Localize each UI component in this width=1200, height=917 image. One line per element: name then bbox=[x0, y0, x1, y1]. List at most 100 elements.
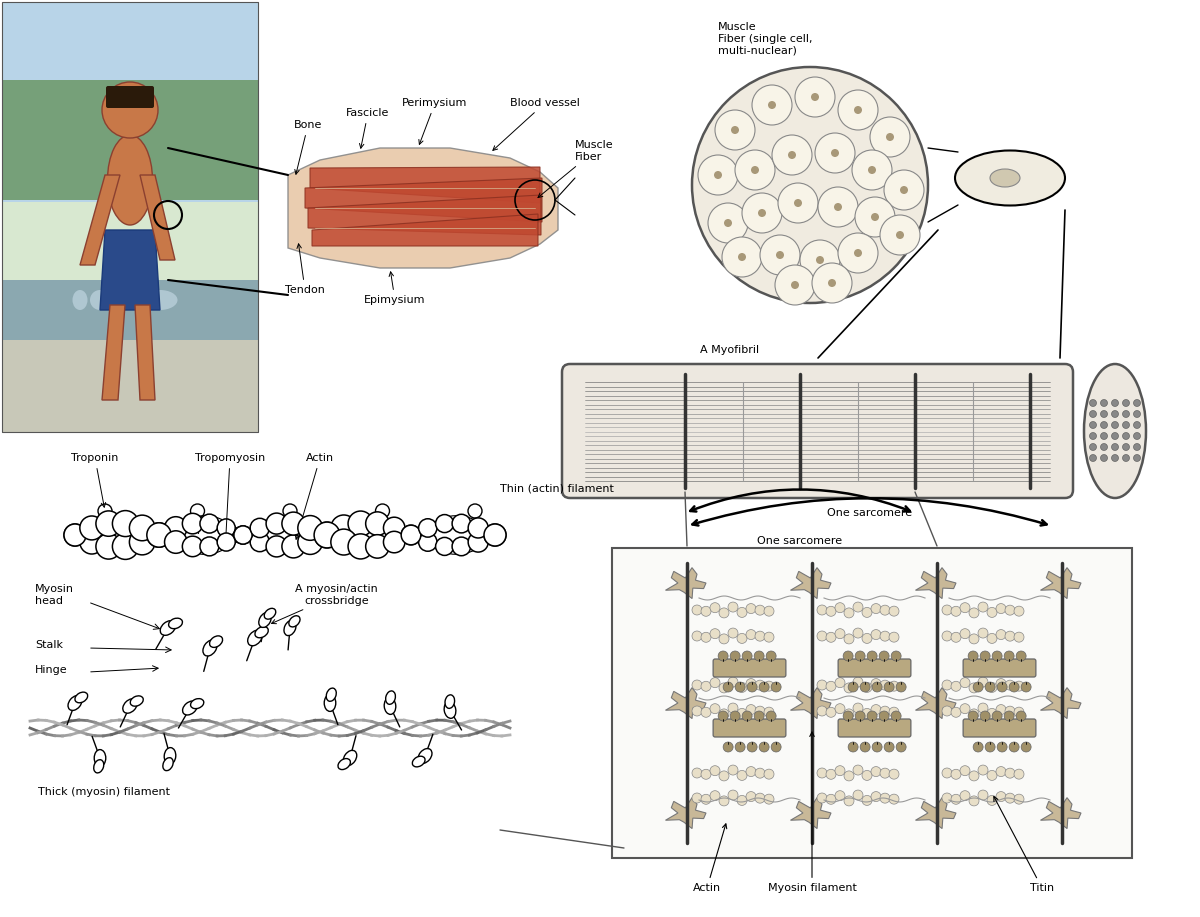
Circle shape bbox=[701, 606, 712, 616]
Text: Thick (myosin) filament: Thick (myosin) filament bbox=[38, 787, 170, 797]
Circle shape bbox=[754, 711, 764, 721]
Circle shape bbox=[766, 651, 776, 661]
Circle shape bbox=[844, 651, 853, 661]
Circle shape bbox=[764, 681, 774, 691]
Circle shape bbox=[844, 683, 854, 693]
Ellipse shape bbox=[95, 749, 106, 767]
Circle shape bbox=[146, 523, 172, 547]
Circle shape bbox=[1134, 400, 1140, 406]
Circle shape bbox=[853, 703, 863, 713]
Ellipse shape bbox=[108, 290, 132, 310]
Circle shape bbox=[746, 704, 756, 714]
Circle shape bbox=[710, 766, 720, 776]
Circle shape bbox=[817, 680, 827, 690]
Circle shape bbox=[191, 504, 204, 518]
Circle shape bbox=[968, 711, 978, 721]
Circle shape bbox=[1090, 433, 1097, 439]
Circle shape bbox=[1122, 400, 1129, 406]
Circle shape bbox=[871, 791, 881, 801]
Circle shape bbox=[988, 682, 997, 692]
Circle shape bbox=[719, 709, 730, 719]
Circle shape bbox=[826, 606, 836, 616]
Circle shape bbox=[1111, 455, 1118, 461]
Circle shape bbox=[872, 682, 882, 692]
Ellipse shape bbox=[284, 621, 296, 635]
Circle shape bbox=[746, 603, 756, 613]
Circle shape bbox=[737, 770, 748, 780]
Circle shape bbox=[978, 602, 988, 612]
Circle shape bbox=[746, 767, 756, 777]
Circle shape bbox=[742, 711, 752, 721]
Circle shape bbox=[853, 790, 863, 800]
Circle shape bbox=[200, 537, 218, 556]
Circle shape bbox=[1100, 433, 1108, 439]
Circle shape bbox=[988, 607, 997, 617]
Ellipse shape bbox=[131, 696, 143, 706]
Ellipse shape bbox=[990, 169, 1020, 187]
FancyBboxPatch shape bbox=[106, 86, 154, 108]
Circle shape bbox=[778, 183, 818, 223]
Text: Stalk: Stalk bbox=[35, 640, 64, 650]
Circle shape bbox=[1090, 411, 1097, 417]
Circle shape bbox=[960, 629, 970, 638]
Ellipse shape bbox=[161, 621, 175, 635]
Circle shape bbox=[868, 651, 877, 661]
Circle shape bbox=[996, 603, 1006, 613]
Polygon shape bbox=[791, 798, 832, 829]
Ellipse shape bbox=[90, 290, 110, 310]
Circle shape bbox=[719, 608, 730, 618]
Polygon shape bbox=[916, 688, 956, 719]
Circle shape bbox=[746, 630, 756, 639]
Circle shape bbox=[755, 768, 766, 779]
Circle shape bbox=[871, 704, 881, 714]
Circle shape bbox=[754, 651, 764, 661]
Circle shape bbox=[848, 742, 858, 752]
Ellipse shape bbox=[122, 699, 137, 713]
Circle shape bbox=[742, 651, 752, 661]
Text: Muscle
Fiber: Muscle Fiber bbox=[538, 140, 613, 197]
Circle shape bbox=[844, 796, 854, 806]
Polygon shape bbox=[305, 178, 542, 222]
Ellipse shape bbox=[413, 757, 425, 767]
Circle shape bbox=[835, 678, 845, 688]
Ellipse shape bbox=[444, 702, 456, 718]
Circle shape bbox=[880, 711, 889, 721]
Circle shape bbox=[1134, 444, 1140, 450]
Circle shape bbox=[760, 682, 769, 692]
Circle shape bbox=[992, 651, 1002, 661]
Ellipse shape bbox=[72, 290, 88, 310]
Circle shape bbox=[835, 766, 845, 776]
Circle shape bbox=[755, 631, 766, 641]
Circle shape bbox=[1006, 793, 1015, 803]
Circle shape bbox=[701, 794, 712, 804]
Ellipse shape bbox=[343, 750, 356, 766]
Circle shape bbox=[419, 533, 437, 551]
Polygon shape bbox=[1040, 688, 1081, 719]
Circle shape bbox=[282, 535, 305, 558]
Circle shape bbox=[1100, 422, 1108, 428]
Circle shape bbox=[182, 514, 203, 534]
Polygon shape bbox=[136, 305, 155, 400]
Circle shape bbox=[1122, 422, 1129, 428]
Circle shape bbox=[889, 769, 899, 779]
Circle shape bbox=[826, 794, 836, 804]
Text: Bone: Bone bbox=[294, 120, 322, 174]
Circle shape bbox=[870, 117, 910, 157]
Circle shape bbox=[234, 526, 252, 544]
Polygon shape bbox=[80, 175, 120, 265]
Circle shape bbox=[701, 681, 712, 691]
Circle shape bbox=[1014, 794, 1024, 804]
Circle shape bbox=[856, 651, 865, 661]
Ellipse shape bbox=[182, 701, 198, 715]
Circle shape bbox=[772, 135, 812, 175]
Circle shape bbox=[692, 605, 702, 615]
Circle shape bbox=[692, 680, 702, 690]
Circle shape bbox=[96, 511, 121, 536]
Circle shape bbox=[298, 515, 323, 540]
Circle shape bbox=[884, 170, 924, 210]
Circle shape bbox=[811, 93, 820, 101]
Circle shape bbox=[768, 101, 776, 109]
Circle shape bbox=[853, 765, 863, 775]
Circle shape bbox=[852, 150, 892, 190]
Text: A myosin/actin
crossbridge: A myosin/actin crossbridge bbox=[271, 584, 378, 624]
